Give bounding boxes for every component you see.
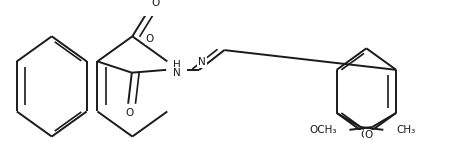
Text: O: O (125, 108, 134, 118)
Text: CH₃: CH₃ (396, 125, 415, 135)
Text: OCH₃: OCH₃ (309, 125, 337, 135)
Text: H: H (173, 60, 181, 70)
Text: O: O (146, 34, 154, 44)
Text: N: N (173, 68, 181, 78)
Text: O: O (365, 130, 373, 141)
Text: N: N (198, 57, 206, 67)
Text: O: O (151, 0, 159, 8)
Text: O: O (360, 130, 368, 141)
